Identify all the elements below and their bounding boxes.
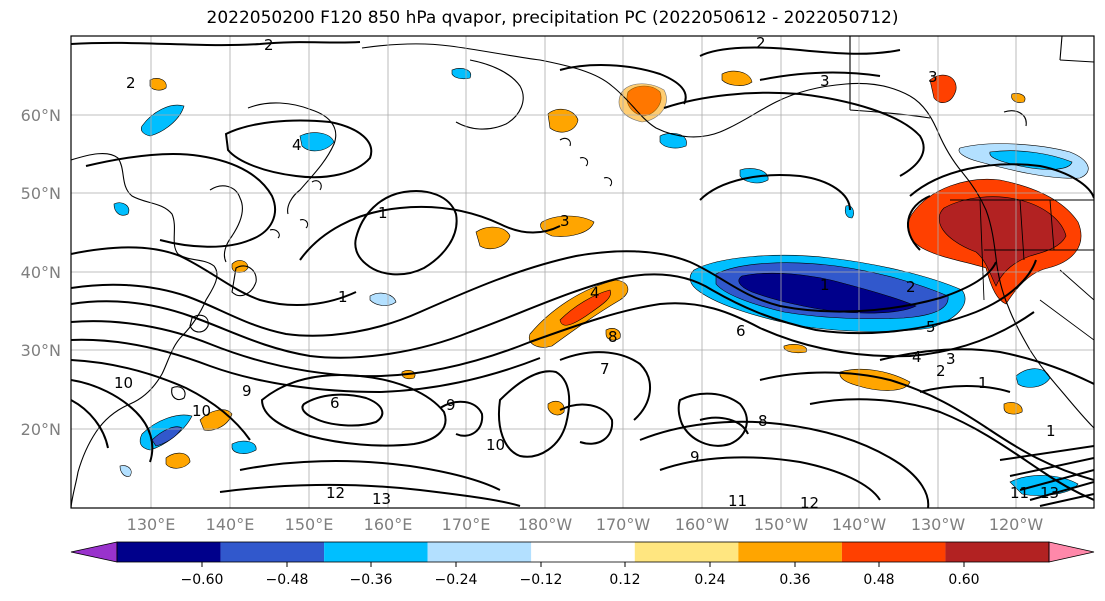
contour-label: 4 bbox=[912, 348, 922, 366]
colorbar-extend-high bbox=[1048, 541, 1095, 563]
contour-label: 4 bbox=[292, 136, 302, 154]
lon-label: 160°E bbox=[364, 515, 413, 534]
lat-label: 20°N bbox=[21, 420, 61, 439]
latitude-labels: 60°N 50°N 40°N 30°N 20°N bbox=[21, 106, 61, 439]
alaska-coastline bbox=[361, 43, 911, 138]
lat-label: 30°N bbox=[21, 341, 61, 360]
contour-label: 2 bbox=[756, 34, 766, 52]
borders bbox=[950, 199, 1094, 341]
colorbar: −0.60 −0.48 −0.36 −0.24 −0.12 0.12 0.24 … bbox=[70, 541, 1095, 588]
lat-label: 50°N bbox=[21, 184, 61, 203]
colorbar-swatch bbox=[738, 542, 842, 562]
contour-label: 8 bbox=[608, 328, 618, 346]
colorbar-tick-label: 0.12 bbox=[609, 572, 640, 588]
colorbar-swatch bbox=[945, 542, 1049, 562]
contour-label: 1 bbox=[378, 204, 388, 222]
contour-label: 13 bbox=[372, 490, 391, 508]
contour-label: 1 bbox=[978, 374, 988, 392]
colorbar-tick-label: −0.12 bbox=[520, 572, 563, 588]
contour-label: 2 bbox=[936, 362, 946, 380]
lon-label: 160°W bbox=[675, 515, 730, 534]
contour-label: 11 bbox=[1010, 484, 1029, 502]
contour-label: 12 bbox=[800, 494, 819, 512]
lon-label: 140°E bbox=[206, 515, 255, 534]
colorbar-swatch bbox=[634, 542, 739, 562]
map-area: 2 2 2 3 3 4 1 3 1 2 1 4 8 6 5 4 3 2 1 1 … bbox=[71, 34, 1094, 512]
lon-label: 170°E bbox=[442, 515, 491, 534]
lon-label: 130°E bbox=[127, 515, 176, 534]
colorbar-tick-label: 0.24 bbox=[694, 572, 725, 588]
contour-label: 12 bbox=[326, 484, 345, 502]
colorbar-extend-low bbox=[70, 541, 118, 563]
contour-label: 1 bbox=[820, 276, 830, 294]
lon-label: 150°E bbox=[285, 515, 334, 534]
contour-label: 6 bbox=[330, 394, 340, 412]
map-frame bbox=[70, 35, 1095, 509]
colorbar-swatch bbox=[117, 542, 221, 562]
colorbar-swatch bbox=[841, 542, 946, 562]
colorbar-tick-label: −0.60 bbox=[181, 572, 224, 588]
colorbar-tick-label: −0.24 bbox=[435, 572, 478, 588]
contour-label: 8 bbox=[758, 412, 768, 430]
lon-label: 120°W bbox=[989, 515, 1044, 534]
colorbar-swatch bbox=[324, 542, 428, 562]
lon-label: 150°W bbox=[754, 515, 809, 534]
contour-label: 10 bbox=[192, 402, 211, 420]
lon-label: 170°W bbox=[596, 515, 651, 534]
colorbar-tick-label: −0.48 bbox=[266, 572, 309, 588]
contour-label: 9 bbox=[242, 382, 252, 400]
contour-label: 1 bbox=[338, 288, 348, 306]
contour-label: 3 bbox=[928, 68, 938, 86]
qvapor-contours bbox=[71, 41, 1094, 508]
colorbar-tick-label: 0.60 bbox=[948, 572, 979, 588]
contour-label: 9 bbox=[446, 396, 456, 414]
colorbar-ticks bbox=[201, 562, 965, 567]
contour-label: 10 bbox=[114, 374, 133, 392]
contour-label: 2 bbox=[126, 74, 136, 92]
central-pacific-navy-anomaly bbox=[738, 272, 917, 314]
contour-labels: 2 2 2 3 3 4 1 3 1 2 1 4 8 6 5 4 3 2 1 1 … bbox=[114, 34, 1059, 512]
lon-label: 130°W bbox=[911, 515, 966, 534]
contour-label: 3 bbox=[560, 212, 570, 230]
colorbar-tick-label: 0.48 bbox=[863, 572, 894, 588]
contour-label: 2 bbox=[264, 36, 274, 54]
contour-label: 4 bbox=[590, 284, 600, 302]
figure-title: 2022050200 F120 850 hPa qvapor, precipit… bbox=[206, 8, 899, 28]
contour-label: 1 bbox=[1046, 422, 1056, 440]
contour-label: 3 bbox=[820, 72, 830, 90]
lon-label: 140°W bbox=[832, 515, 887, 534]
asia-coastline bbox=[71, 152, 218, 508]
contour-label: 7 bbox=[600, 360, 610, 378]
colorbar-swatch bbox=[531, 542, 635, 562]
colorbar-tick-label: −0.36 bbox=[350, 572, 393, 588]
north-america-coastline bbox=[909, 95, 1094, 429]
colorbar-tick-label: 0.36 bbox=[779, 572, 810, 588]
contour-label: 5 bbox=[926, 318, 936, 336]
contour-label: 3 bbox=[946, 350, 956, 368]
lat-label: 60°N bbox=[21, 106, 61, 125]
contour-label: 2 bbox=[906, 278, 916, 296]
lat-label: 40°N bbox=[21, 263, 61, 282]
contour-label: 10 bbox=[486, 436, 505, 454]
lon-label: 180°W bbox=[518, 515, 573, 534]
coastlines bbox=[71, 36, 1094, 508]
colorbar-swatch bbox=[427, 542, 532, 562]
contour-label: 13 bbox=[1040, 484, 1059, 502]
kamchatka-coastline bbox=[247, 102, 337, 215]
contour-label: 6 bbox=[736, 322, 746, 340]
contour-label: 9 bbox=[690, 448, 700, 466]
longitude-labels: 130°E 140°E 150°E 160°E 170°E 180°W 170°… bbox=[127, 515, 1044, 534]
contour-label: 11 bbox=[728, 492, 747, 510]
graticule bbox=[71, 36, 1094, 508]
colorbar-swatch bbox=[220, 542, 325, 562]
